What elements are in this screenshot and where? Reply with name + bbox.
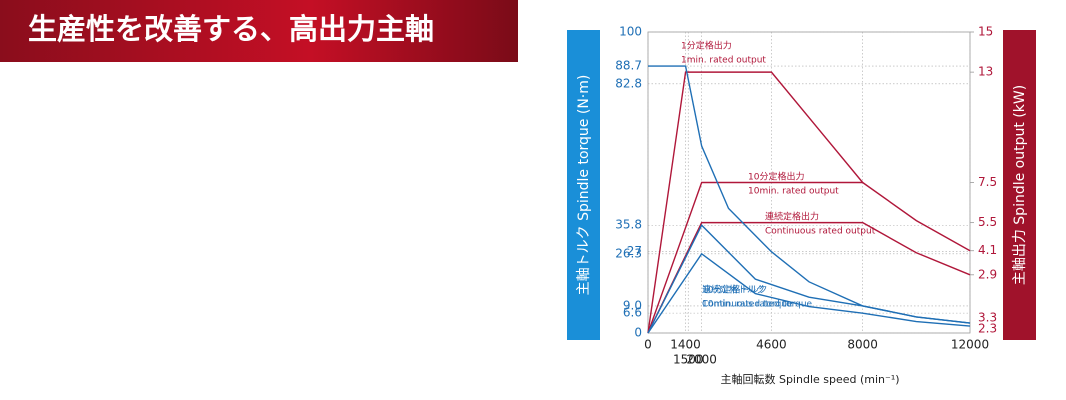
y2-tick-label: 7.5 <box>978 175 997 189</box>
y2-tick-label: 5.5 <box>978 215 997 229</box>
series-label-en: Continuous rated output <box>765 227 876 237</box>
x-tick-label: 2000 <box>686 353 717 367</box>
series-label: 10分定格出力 <box>748 171 804 183</box>
series-label: 連続定格出力 <box>765 211 819 223</box>
y-tick-label: 26.3 <box>615 246 642 260</box>
y-tick-label: 0 <box>634 326 642 340</box>
x-axis-label: 主軸回転数 Spindle speed (min⁻¹) <box>720 372 899 386</box>
y-tick-label: 82.8 <box>615 76 642 90</box>
y-tick-label: 35.8 <box>615 218 642 232</box>
end-label: 2.3 <box>978 322 997 336</box>
y-tick-label: 100 <box>619 25 642 39</box>
y2-tick-label: 4.1 <box>978 243 997 257</box>
end-label: 3.3 <box>978 311 997 325</box>
banner <box>0 0 518 62</box>
series-line <box>647 252 971 334</box>
y2-axis-label: 主軸出力 Spindle output (kW) <box>1012 85 1028 285</box>
series-label-en: 10min. rated output <box>748 187 839 197</box>
series-line <box>647 221 971 334</box>
x-tick-label: 8000 <box>847 338 878 352</box>
x-tick-label: 4600 <box>756 338 787 352</box>
y2-tick-label: 15 <box>978 25 993 39</box>
series-label-en: 10min. rated torque <box>702 300 793 310</box>
series-line <box>647 181 971 334</box>
x-tick-label: 1400 <box>670 338 701 352</box>
y2-tick-label: 13 <box>978 65 993 79</box>
y-axis-label: 主軸トルク Spindle torque (N·m) <box>576 75 592 296</box>
y-tick-label: 88.7 <box>615 59 642 73</box>
left-axis-band <box>567 30 600 340</box>
series-line <box>647 224 971 334</box>
y-tick-label: 9.0 <box>623 298 642 312</box>
x-tick-label: 0 <box>644 338 652 352</box>
x-tick-label: 1500 <box>673 353 704 367</box>
series-label: 1分定格出力 <box>681 40 732 52</box>
series-label: 連続定格トルク <box>702 284 765 296</box>
y2-tick-label: 2.9 <box>978 267 997 281</box>
series-line <box>647 71 864 334</box>
x-tick-label: 12000 <box>951 338 989 352</box>
right-axis-band <box>1003 30 1036 340</box>
series-label-en: 1min. rated output <box>681 56 766 66</box>
series-label-en: Continuous rated torque <box>702 300 813 310</box>
y-tick-label: 6.6 <box>623 306 642 320</box>
y-tick-label: 27 <box>627 244 642 258</box>
banner-title: 生産性を改善する、高出力主軸 <box>28 12 434 46</box>
series-label: 10分定格トルク <box>702 284 767 296</box>
